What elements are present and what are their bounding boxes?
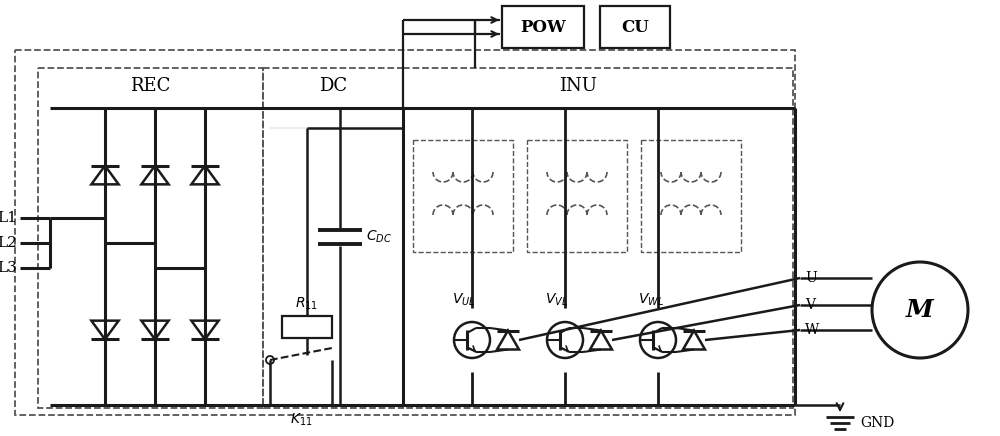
Text: L3: L3 xyxy=(0,261,17,275)
Bar xyxy=(641,140,741,252)
Bar xyxy=(263,68,403,408)
Bar xyxy=(38,68,263,408)
Text: REC: REC xyxy=(130,77,171,95)
Text: W: W xyxy=(805,323,819,337)
Bar xyxy=(15,50,795,415)
Text: V: V xyxy=(805,298,815,312)
Bar xyxy=(413,140,513,252)
Text: $V_{VL}$: $V_{VL}$ xyxy=(545,292,568,308)
Bar xyxy=(527,140,627,252)
Text: $V_{UL}$: $V_{UL}$ xyxy=(452,292,475,308)
Text: CU: CU xyxy=(621,18,649,35)
Bar xyxy=(600,6,670,48)
Text: L2: L2 xyxy=(0,236,17,250)
Text: U: U xyxy=(805,271,817,285)
Text: L1: L1 xyxy=(0,211,17,225)
Bar xyxy=(502,6,584,48)
Text: $C_{DC}$: $C_{DC}$ xyxy=(366,229,392,245)
Text: $V_{WL}$: $V_{WL}$ xyxy=(638,292,664,308)
Text: DC: DC xyxy=(319,77,347,95)
Text: POW: POW xyxy=(520,18,566,35)
Text: M: M xyxy=(906,298,934,322)
Text: $R_{11}$: $R_{11}$ xyxy=(295,296,319,312)
Bar xyxy=(282,316,332,338)
Text: INU: INU xyxy=(559,77,597,95)
Text: $K_{11}$: $K_{11}$ xyxy=(290,412,312,428)
Text: GND: GND xyxy=(860,416,894,430)
Bar xyxy=(403,68,793,408)
